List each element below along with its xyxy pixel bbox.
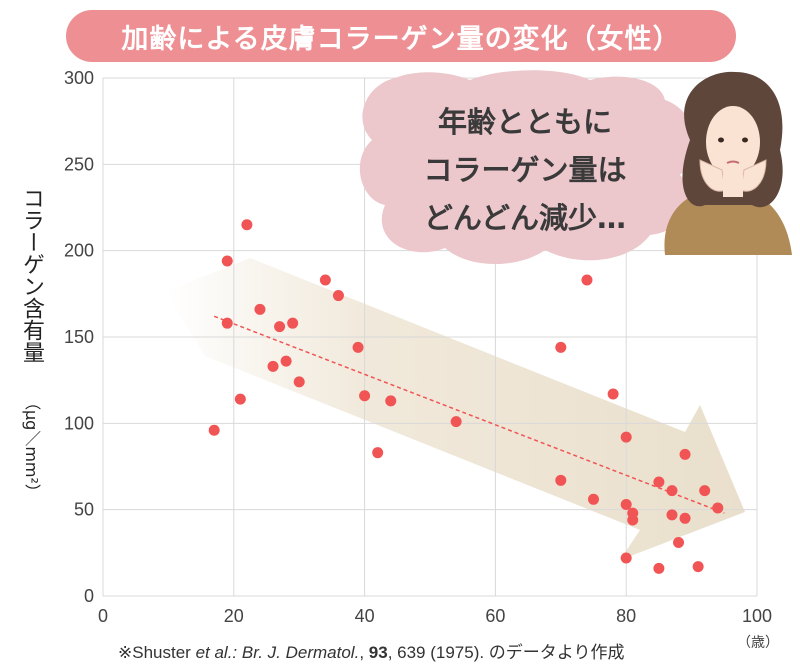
data-point [319,274,331,286]
y-tick-label: 50 [74,500,94,520]
data-point [679,512,691,524]
data-point [555,474,567,486]
data-point [620,498,632,510]
left-eye [718,137,724,143]
x-tick-label: 60 [485,606,505,626]
data-point [372,447,384,459]
data-point [274,321,286,333]
decreasing-trend-arrow [165,258,745,560]
face [706,106,760,178]
bubble-line-1: 年齢とともに [437,105,612,139]
chart-title: 加齢による皮膚コラーゲン量の変化（女性） [66,10,736,62]
speech-bubble [359,70,695,264]
data-point [607,388,619,400]
data-points [208,219,724,574]
neck [723,175,743,197]
y-tick-label: 150 [64,327,94,347]
woman-illustration [664,71,792,255]
x-tick-label: 20 [224,606,244,626]
data-point [352,341,364,353]
y-tick-label: 300 [64,68,94,88]
data-point [241,219,253,231]
y-tick-label: 250 [64,154,94,174]
source-volume: 93 [368,643,388,662]
data-point [588,493,599,505]
data-point [221,255,233,267]
data-point [666,485,678,497]
x-tick-label: 40 [355,606,375,626]
data-point [208,424,220,436]
x-tick-label: 0 [98,606,108,626]
mouth [726,160,740,164]
x-tick-label: 80 [616,606,636,626]
data-point [699,485,711,497]
data-point [359,390,371,402]
bubble-cloud [359,70,695,264]
data-point [620,552,632,564]
data-point [267,360,279,372]
data-point [581,274,593,286]
y-tick-label: 100 [64,413,94,433]
data-point [673,536,685,548]
y-axis-unit: （μg／mm²） [22,394,41,500]
data-point [627,514,639,526]
data-point [653,562,665,574]
data-point [679,448,691,460]
data-point [692,561,704,573]
x-axis-ticks: 0 20 40 60 80 100 [98,606,772,626]
source-rest: , 639 (1975). のデータより作成 [387,643,625,662]
source-journal: et al.: Br. J. Dermatol. [195,643,360,662]
data-point [280,355,292,367]
data-point [653,476,665,488]
arrow-shape [165,258,745,560]
x-tick-label: 100 [742,606,772,626]
data-point [332,290,344,302]
x-axis-unit: （歳） [737,635,779,651]
data-point [620,431,632,443]
data-point [254,303,266,315]
source-prefix: ※Shuster [118,643,196,662]
data-point [450,416,462,428]
data-point [385,395,397,407]
y-tick-label: 0 [84,586,94,606]
data-point [293,376,305,388]
bubble-line-2: コラーゲン量は [423,153,627,187]
source-sep: , [359,643,369,662]
data-point [221,317,233,329]
data-point [666,509,678,521]
data-point [555,341,567,353]
bangs [708,96,760,112]
right-eye [742,137,748,143]
y-tick-label: 200 [64,241,94,261]
trend-line [213,315,725,514]
trend-line-segment [213,315,725,514]
y-axis-label: コラーゲン含有量 [19,187,44,363]
y-axis-ticks: 0 50 100 150 200 250 300 [64,68,94,606]
bubble-line-3: どんどん減少… [423,201,627,235]
data-point [287,317,299,329]
source-citation: ※Shuster et al.: Br. J. Dermatol., 93, 6… [118,638,624,663]
speech-bubble-text: 年齢とともに コラーゲン量は どんどん減少… [390,98,660,242]
data-point [234,393,246,405]
data-point [712,502,724,514]
